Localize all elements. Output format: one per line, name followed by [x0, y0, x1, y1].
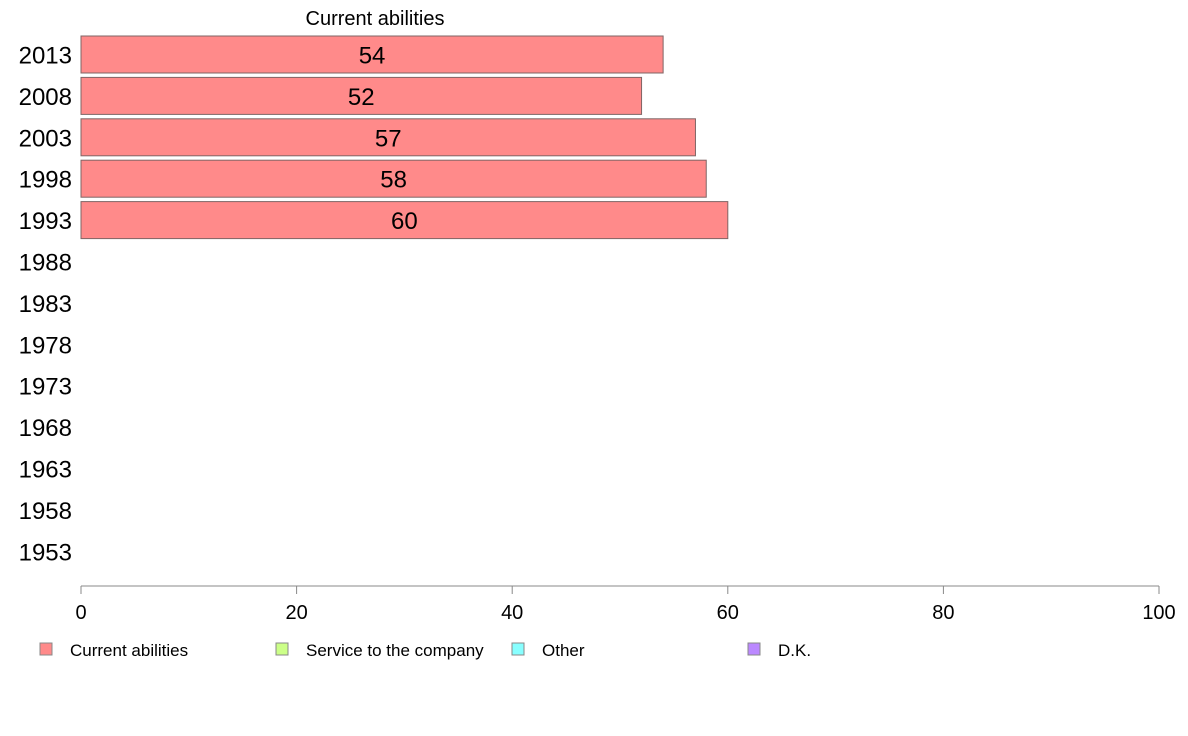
category-label: 1993	[19, 208, 72, 235]
category-label: 1983	[19, 291, 72, 318]
bar	[80, 118, 696, 157]
bar-value-label: 58	[380, 167, 407, 194]
category-label: 1978	[19, 332, 72, 359]
legend-label: Current abilities	[70, 641, 188, 660]
x-axis: 0 20 40 60 80 100	[75, 585, 1176, 624]
bar-value-label: 57	[375, 125, 402, 152]
bar-value-label: 54	[359, 43, 386, 70]
category-label: 1988	[19, 250, 72, 277]
legend-swatch	[39, 642, 53, 656]
x-tick-label: 40	[501, 602, 523, 624]
legend-swatch	[511, 642, 525, 656]
category-label: 1953	[19, 539, 72, 566]
bar	[80, 35, 664, 74]
category-label: 2008	[19, 84, 72, 111]
category-label: 1968	[19, 415, 72, 442]
x-tick-label: 60	[717, 602, 739, 624]
legend-label: Other	[542, 641, 585, 660]
x-tick-label: 0	[75, 602, 86, 624]
category-label: 1973	[19, 374, 72, 401]
bars	[80, 35, 729, 240]
legend-swatch	[747, 642, 761, 656]
x-tick-label: 80	[932, 602, 954, 624]
category-label: 1958	[19, 498, 72, 525]
legend-swatch	[275, 642, 289, 656]
legend-label: Service to the company	[306, 641, 484, 660]
bar	[80, 201, 729, 240]
bar	[80, 76, 643, 115]
category-label: 2003	[19, 125, 72, 152]
bar-value-label: 52	[348, 84, 375, 111]
bar-value-label: 60	[391, 208, 418, 235]
legend: Current abilities Service to the company O…	[39, 641, 811, 660]
legend-label: D.K.	[778, 641, 811, 660]
series-title: Current abilities	[306, 8, 445, 30]
category-label: 1963	[19, 457, 72, 484]
bar	[80, 159, 707, 198]
x-tick-label: 20	[285, 602, 307, 624]
category-labels: 2013 2008 2003 1998 1993 1988 1983 1978 1973 1968…	[19, 43, 72, 567]
x-tick-label: 100	[1142, 602, 1175, 624]
category-label: 2013	[19, 43, 72, 70]
category-label: 1998	[19, 167, 72, 194]
